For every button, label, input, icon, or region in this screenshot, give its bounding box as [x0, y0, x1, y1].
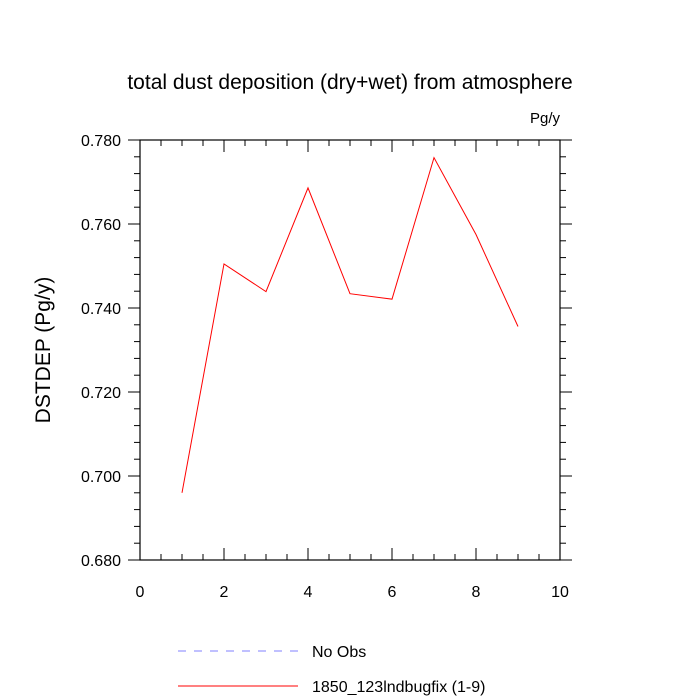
y-tick-label: 0.760 — [81, 217, 121, 234]
legend-label-model: 1850_123lndbugfix (1-9) — [312, 679, 485, 696]
series-line — [181, 156, 519, 493]
y-tick-label: 0.740 — [81, 301, 121, 318]
x-tick-label: 6 — [388, 584, 397, 601]
legend-label-no-obs: No Obs — [312, 644, 366, 661]
y-tick-label: 0.680 — [81, 553, 121, 570]
legend: No Obs 1850_123lndbugfix (1-9) — [178, 644, 485, 696]
units-label: Pg/y — [530, 110, 561, 127]
x-tick-label: 0 — [136, 584, 145, 601]
plot-frame — [139, 139, 561, 561]
x-tick-label: 2 — [220, 584, 229, 601]
y-tick-label: 0.780 — [81, 133, 121, 150]
x-tick-label: 10 — [551, 584, 569, 601]
y-tick-label: 0.720 — [81, 385, 121, 402]
x-tick-label: 4 — [304, 584, 313, 601]
axis-ticks — [128, 139, 572, 561]
x-tick-label: 8 — [472, 584, 481, 601]
series-lines — [181, 156, 519, 493]
y-axis-label: DSTDEP (Pg/y) — [32, 277, 55, 424]
y-tick-label: 0.700 — [81, 469, 121, 486]
axis-tick-labels: 0 2 4 6 8 10 0.680 0.700 0.720 0.740 0.760 0.780 — [81, 133, 569, 601]
chart-title: total dust deposition (dry+wet) from atm… — [127, 71, 572, 94]
